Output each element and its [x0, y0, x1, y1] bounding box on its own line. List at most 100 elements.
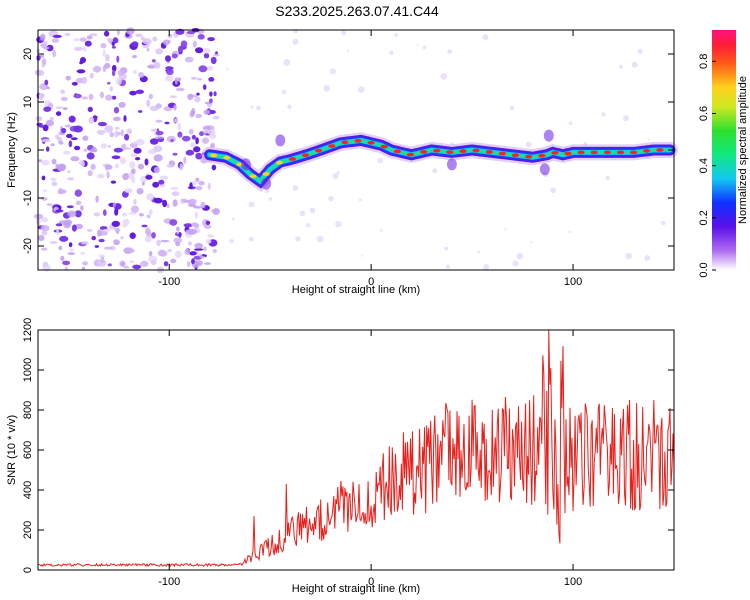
- noise-blob: [166, 164, 175, 168]
- noise-blob: [55, 106, 64, 109]
- noise-blob: [176, 226, 180, 232]
- noise-blob: [444, 246, 449, 251]
- noise-blob: [180, 40, 188, 48]
- noise-blob: [195, 177, 200, 182]
- noise-blob: [132, 141, 138, 145]
- noise-blob: [165, 55, 171, 62]
- noise-blob: [191, 134, 196, 140]
- noise-blob: [250, 105, 254, 109]
- noise-blob: [171, 53, 178, 59]
- noise-blob: [34, 213, 44, 220]
- noise-blob: [605, 175, 610, 181]
- noise-blob: [111, 64, 117, 72]
- noise-blob: [82, 135, 89, 141]
- track-peak: [616, 150, 625, 155]
- noise-blob: [209, 91, 213, 97]
- track-peak: [223, 155, 231, 160]
- snr-xtick-label: 0: [368, 576, 374, 588]
- noise-blob: [39, 33, 46, 41]
- noise-blob: [171, 191, 180, 197]
- track-peak: [603, 150, 612, 155]
- noise-blob: [74, 189, 83, 197]
- noise-blob: [70, 137, 78, 141]
- noise-blob: [68, 242, 73, 248]
- noise-blob: [155, 119, 163, 123]
- noise-blob: [81, 266, 86, 270]
- noise-blob: [113, 106, 120, 114]
- colorbar-ticks: 0.0 0.2 0.4 0.6 0.8: [698, 54, 716, 278]
- noise-blob: [170, 187, 179, 190]
- snr-ytick-label: 1000: [22, 358, 34, 382]
- noise-blob: [73, 38, 80, 42]
- noise-blob: [99, 259, 105, 263]
- noise-blob: [60, 255, 65, 261]
- noise-blob: [74, 210, 82, 218]
- noise-blob: [202, 137, 210, 144]
- noise-blob: [45, 146, 50, 152]
- noise-blob: [69, 248, 75, 252]
- noise-blob: [504, 228, 507, 231]
- noise-blob: [287, 104, 292, 110]
- track-peak: [577, 150, 585, 155]
- noise-blob: [175, 87, 185, 92]
- noise-blob: [249, 236, 254, 242]
- noise-blob: [167, 249, 172, 253]
- track-blob: [543, 129, 554, 142]
- noise-blob: [509, 105, 515, 111]
- track-peak: [551, 151, 559, 155]
- noise-blob: [173, 237, 183, 244]
- noise-blob: [335, 221, 342, 228]
- noise-blob: [86, 152, 95, 160]
- noise-blob: [192, 40, 197, 48]
- noise-blob: [64, 124, 72, 128]
- noise-blob: [142, 38, 152, 45]
- noise-blob: [155, 103, 162, 109]
- noise-blob: [165, 66, 174, 70]
- noise-blob: [87, 106, 93, 113]
- noise-blob: [184, 56, 194, 63]
- noise-blob: [152, 36, 158, 42]
- noise-blob: [91, 146, 97, 153]
- snr-ytick-label: 1200: [22, 318, 34, 342]
- noise-blob: [159, 175, 169, 180]
- noise-blob: [188, 204, 197, 207]
- noise-blob: [105, 94, 113, 101]
- noise-blob: [122, 212, 127, 217]
- noise-blob: [194, 211, 198, 219]
- noise-blob: [62, 107, 68, 111]
- noise-blob: [68, 115, 76, 123]
- noise-blob: [79, 61, 83, 65]
- noise-blob: [96, 129, 106, 135]
- noise-blob: [148, 251, 153, 257]
- noise-blob: [67, 170, 71, 173]
- noise-blob: [114, 163, 120, 169]
- noise-blob: [195, 137, 199, 145]
- noise-blob: [111, 46, 116, 49]
- noise-blob: [193, 146, 201, 153]
- noise-blob: [133, 198, 137, 205]
- noise-blob: [135, 138, 145, 146]
- noise-blob: [163, 261, 169, 267]
- noise-blob: [105, 54, 110, 62]
- noise-blob: [51, 181, 58, 187]
- noise-blob: [70, 156, 80, 162]
- noise-blob: [203, 52, 210, 59]
- noise-blob: [210, 142, 215, 146]
- noise-blob: [173, 118, 179, 123]
- colorbar-tick-label: 0.8: [698, 54, 710, 69]
- noise-blob: [132, 54, 137, 59]
- noise-blob: [55, 209, 64, 213]
- noise-blob: [124, 133, 130, 141]
- noise-blob: [181, 135, 191, 142]
- noise-blob: [102, 49, 106, 57]
- track-peak: [590, 150, 598, 155]
- noise-blob: [98, 238, 105, 243]
- track-blob: [539, 163, 550, 176]
- noise-blob: [203, 262, 211, 265]
- noise-blob: [128, 212, 137, 215]
- noise-blob: [63, 150, 71, 155]
- noise-blob: [187, 261, 191, 268]
- noise-blob: [38, 159, 42, 163]
- noise-blob: [124, 190, 133, 193]
- noise-blob: [42, 124, 49, 132]
